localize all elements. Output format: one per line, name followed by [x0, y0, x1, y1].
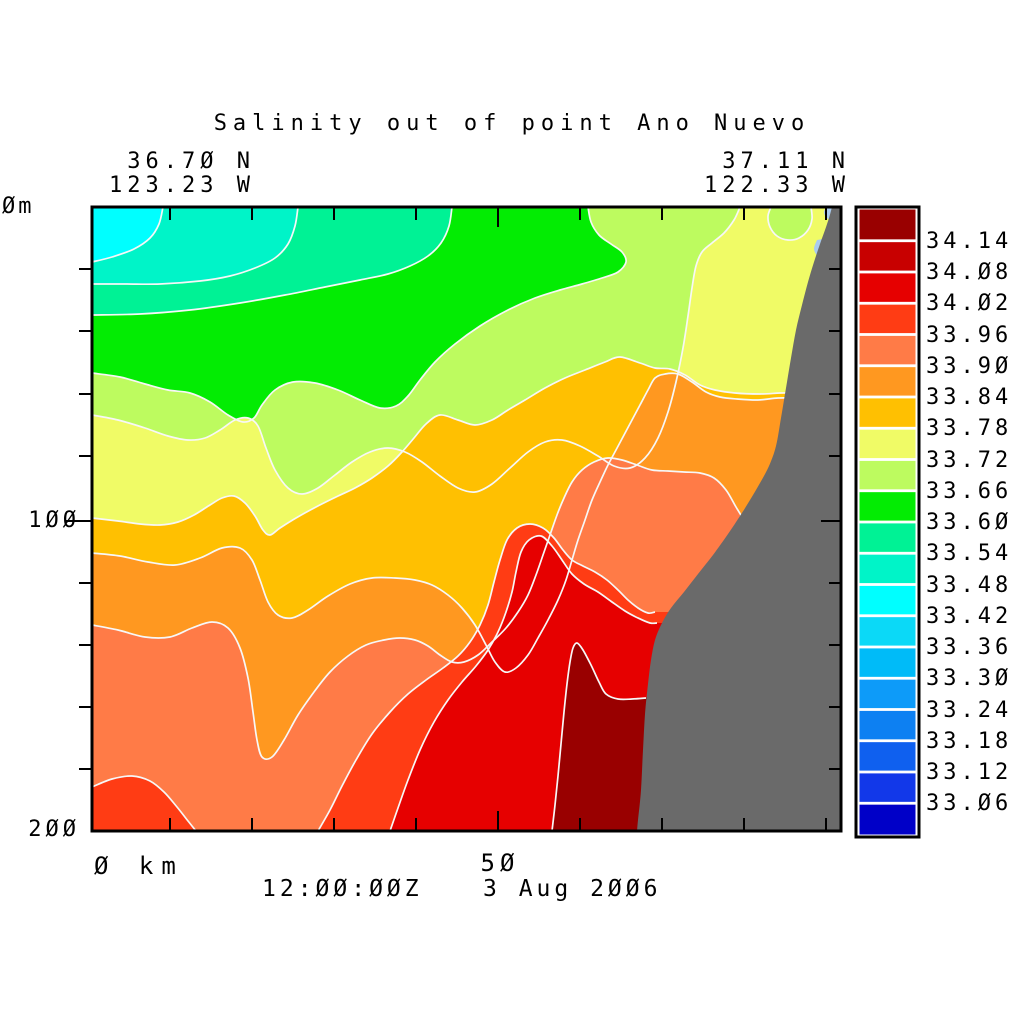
band-vermillion-corner-33.96-34.02	[92, 775, 196, 831]
colorbar-separator	[859, 239, 916, 243]
y-tick-label-100: 1ØØ	[28, 508, 80, 533]
offshore-lon: 123.23 W	[109, 173, 255, 198]
band-cyan-33.42-33.48	[92, 207, 163, 262]
colorbar-cell-10	[859, 522, 916, 554]
plot-border	[90, 205, 843, 833]
contour-line-yellowgreen-33.66-33.72	[92, 207, 627, 423]
colorbar-label: 33.18	[926, 728, 1013, 754]
colorbar-cell-18	[859, 772, 916, 804]
colorbar-cell-2	[859, 272, 916, 304]
colorbar-cell-1	[859, 240, 916, 272]
colorbar-separator	[859, 426, 916, 430]
colorbar-cell-8	[859, 459, 916, 491]
contour-line-green-33.60-33.66	[92, 207, 453, 316]
colorbar-separator	[859, 708, 916, 711]
contour-line-yellow-33.72-33.78	[92, 207, 741, 495]
footer-time: 12:ØØ:ØØZ	[262, 876, 423, 902]
colorbar-separator	[859, 676, 916, 680]
colorbar-label: 34.Ø8	[926, 260, 1013, 285]
coast-lat: 37.11 N	[722, 149, 850, 174]
colorbar-label: 33.72	[926, 447, 1013, 473]
colorbar-label: 33.36	[926, 635, 1013, 660]
colorbar-label: 33.6Ø	[926, 510, 1013, 535]
footer-date: 3 Aug 2ØØ6	[483, 876, 662, 902]
colorbar-separator	[859, 364, 916, 368]
colorbar-separator	[859, 489, 916, 493]
colorbar-separator	[859, 583, 916, 586]
colorbar-cell-17	[859, 740, 916, 772]
colorbar-cell-3	[859, 303, 916, 335]
colorbar-separator	[859, 301, 916, 305]
colorbar-label: 34.14	[926, 228, 1013, 254]
colorbar-cell-16	[859, 709, 916, 741]
x-axis-origin-label: Ø km	[94, 852, 184, 880]
colorbar-cell-14	[859, 647, 916, 679]
colorbar-label: 33.84	[926, 385, 1013, 410]
x-tick-label-50: 5Ø	[480, 849, 520, 877]
colorbar-label: 33.48	[926, 572, 1013, 598]
colorbar-label: 34.Ø2	[926, 291, 1013, 317]
colorbar-cell-9	[859, 490, 916, 522]
band-yellowgreen-blob-33.66-33.72	[767, 207, 813, 241]
colorbar-cell-12	[859, 584, 916, 616]
colorbar-cell-19	[859, 803, 916, 835]
contour-line-red-34.02-34.14	[389, 534, 658, 831]
colorbar-label: 33.42	[926, 603, 1013, 629]
colorbar-label: 33.24	[926, 697, 1013, 723]
colorbar-label: 33.3Ø	[926, 666, 1013, 692]
offshore-lat: 36.7Ø N	[127, 149, 255, 174]
colorbar-separator	[859, 739, 916, 743]
contour-line-orange-33.84-33.90	[92, 372, 794, 674]
colorbar-cell-7	[859, 428, 916, 460]
colorbar-separator	[859, 458, 916, 461]
colorbar-separator	[859, 645, 916, 649]
colorbar-cell-0	[859, 209, 916, 241]
contour-line-maroon-above-34.14	[551, 642, 647, 831]
contour-line-cyan-33.42-33.48	[92, 207, 164, 263]
colorbar-separator	[859, 520, 916, 524]
colorbar-separator	[859, 333, 916, 336]
colorbar-cell-11	[859, 553, 916, 585]
colorbar-separator	[859, 614, 916, 618]
colorbar-cell-4	[859, 334, 916, 366]
colorbar-label: 33.9Ø	[926, 353, 1013, 379]
endpoint-offshore-coords: 36.7Ø N 123.23 W	[60, 150, 255, 198]
colorbar-border	[854, 205, 921, 839]
colorbar-cell-13	[859, 615, 916, 647]
colorbar-label: 33.12	[926, 760, 1013, 785]
land-mask	[637, 207, 841, 831]
colorbar-separator	[859, 270, 916, 274]
colorbar-separator	[859, 770, 916, 774]
contour-line-yellowgreen-blob-33.66-33.72	[767, 207, 813, 241]
endpoint-coast-coords: 37.11 N 122.33 W	[655, 150, 850, 198]
colorbar-cell-6	[859, 397, 916, 429]
contour-line-salmon-33.90-33.96	[92, 457, 749, 760]
colorbar-separator	[859, 551, 916, 555]
colorbar-cell-15	[859, 678, 916, 710]
y-tick-label-200: 2ØØ	[28, 817, 80, 842]
colorbar-label: 33.78	[926, 416, 1013, 442]
page-title: Salinity out of point Ano Nuevo	[213, 111, 811, 136]
colorbar-label: 33.54	[926, 541, 1013, 567]
colorbar-cell-5	[859, 365, 916, 397]
colorbar-label: 33.96	[926, 322, 1013, 348]
colorbar-label: 33.Ø6	[926, 791, 1013, 817]
contour-line-gold-33.78-33.84	[92, 356, 796, 536]
colorbar-separator	[859, 395, 916, 399]
contour-line-vermillion-33.96-34.02	[317, 523, 656, 831]
colorbar-label: 33.66	[926, 478, 1013, 504]
contour-line-springgreen-33.54-33.60	[92, 207, 299, 286]
colorbar-separator	[859, 801, 916, 805]
y-axis-origin-label: Øm	[2, 194, 35, 219]
contour-line-vermillion-corner-33.96-34.02	[92, 775, 197, 831]
coast-lon: 122.33 W	[704, 173, 850, 198]
